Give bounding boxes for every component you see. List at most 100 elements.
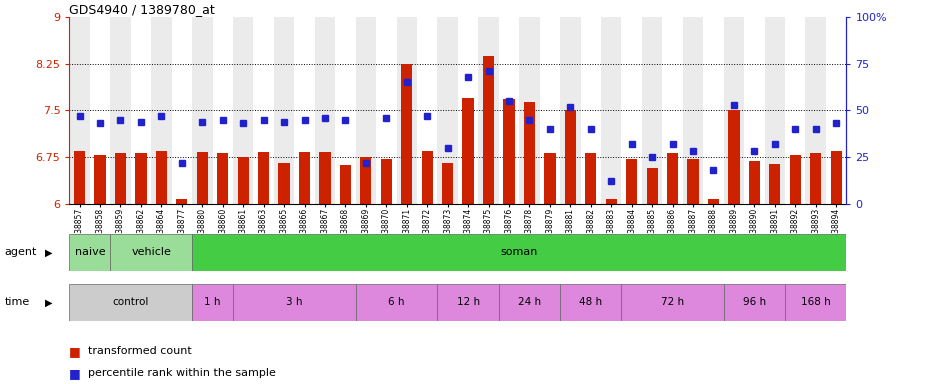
Bar bbox=[687, 159, 698, 204]
Bar bbox=[69, 17, 90, 204]
Bar bbox=[213, 17, 233, 204]
Bar bbox=[197, 152, 208, 204]
Bar bbox=[438, 284, 499, 321]
Bar bbox=[294, 17, 314, 204]
Bar bbox=[606, 199, 617, 204]
Bar bbox=[397, 17, 417, 204]
Bar bbox=[544, 152, 556, 204]
Bar bbox=[744, 17, 765, 204]
Bar bbox=[401, 64, 413, 204]
Bar bbox=[601, 17, 622, 204]
Bar bbox=[69, 284, 192, 321]
Bar bbox=[524, 102, 535, 204]
Bar bbox=[135, 152, 146, 204]
Bar bbox=[586, 152, 597, 204]
Bar bbox=[381, 159, 392, 204]
Bar bbox=[90, 17, 110, 204]
Bar bbox=[683, 17, 703, 204]
Text: time: time bbox=[5, 297, 30, 308]
Bar bbox=[151, 17, 172, 204]
Bar bbox=[622, 17, 642, 204]
Bar bbox=[314, 17, 335, 204]
Bar bbox=[253, 17, 274, 204]
Bar bbox=[561, 284, 622, 321]
Bar bbox=[355, 17, 376, 204]
Text: ▶: ▶ bbox=[45, 247, 53, 258]
Bar bbox=[339, 165, 351, 204]
Text: 72 h: 72 h bbox=[661, 297, 684, 308]
Bar bbox=[94, 155, 105, 204]
Bar bbox=[258, 152, 269, 204]
Bar bbox=[176, 199, 188, 204]
Bar bbox=[376, 17, 397, 204]
Bar bbox=[667, 152, 678, 204]
Bar bbox=[723, 17, 744, 204]
Text: ■: ■ bbox=[69, 367, 81, 380]
Bar bbox=[110, 17, 130, 204]
Bar bbox=[192, 284, 233, 321]
Bar bbox=[155, 151, 167, 204]
Bar bbox=[192, 17, 213, 204]
Bar bbox=[69, 234, 110, 271]
Text: 96 h: 96 h bbox=[743, 297, 766, 308]
Bar bbox=[110, 234, 192, 271]
Bar bbox=[831, 151, 842, 204]
Bar bbox=[422, 151, 433, 204]
Text: 48 h: 48 h bbox=[579, 297, 602, 308]
Bar bbox=[172, 17, 192, 204]
Bar bbox=[581, 17, 601, 204]
Bar bbox=[826, 17, 846, 204]
Text: percentile rank within the sample: percentile rank within the sample bbox=[88, 368, 276, 378]
Text: 24 h: 24 h bbox=[518, 297, 541, 308]
Bar bbox=[519, 17, 539, 204]
Text: agent: agent bbox=[5, 247, 37, 258]
Bar bbox=[299, 152, 310, 204]
Bar bbox=[647, 168, 658, 204]
Bar bbox=[770, 164, 781, 204]
Bar bbox=[278, 163, 290, 204]
Bar bbox=[785, 284, 846, 321]
Bar bbox=[642, 17, 662, 204]
Bar bbox=[458, 17, 478, 204]
Bar bbox=[561, 17, 581, 204]
Text: soman: soman bbox=[500, 247, 538, 258]
Text: control: control bbox=[113, 297, 149, 308]
Bar bbox=[130, 17, 151, 204]
Bar bbox=[233, 284, 355, 321]
Bar bbox=[728, 111, 739, 204]
Bar bbox=[360, 157, 372, 204]
Bar bbox=[564, 111, 576, 204]
Bar bbox=[785, 17, 806, 204]
Bar bbox=[192, 234, 846, 271]
Bar bbox=[274, 17, 294, 204]
Bar bbox=[499, 17, 519, 204]
Bar bbox=[74, 151, 85, 204]
Bar bbox=[539, 17, 561, 204]
Bar bbox=[662, 17, 683, 204]
Bar bbox=[115, 152, 126, 204]
Bar bbox=[626, 159, 637, 204]
Bar bbox=[217, 152, 228, 204]
Bar bbox=[748, 161, 760, 204]
Bar bbox=[622, 284, 723, 321]
Bar bbox=[723, 284, 785, 321]
Bar bbox=[708, 199, 719, 204]
Bar bbox=[438, 17, 458, 204]
Bar bbox=[806, 17, 826, 204]
Text: 3 h: 3 h bbox=[286, 297, 302, 308]
Bar bbox=[503, 99, 514, 204]
Text: transformed count: transformed count bbox=[88, 346, 191, 356]
Bar bbox=[462, 98, 474, 204]
Text: GDS4940 / 1389780_at: GDS4940 / 1389780_at bbox=[69, 3, 216, 16]
Text: ▶: ▶ bbox=[45, 297, 53, 308]
Bar bbox=[417, 17, 438, 204]
Bar bbox=[233, 17, 253, 204]
Text: 168 h: 168 h bbox=[801, 297, 831, 308]
Text: vehicle: vehicle bbox=[131, 247, 171, 258]
Text: naive: naive bbox=[75, 247, 105, 258]
Bar bbox=[765, 17, 785, 204]
Bar bbox=[238, 157, 249, 204]
Text: ■: ■ bbox=[69, 345, 81, 358]
Text: 12 h: 12 h bbox=[457, 297, 480, 308]
Text: 6 h: 6 h bbox=[388, 297, 405, 308]
